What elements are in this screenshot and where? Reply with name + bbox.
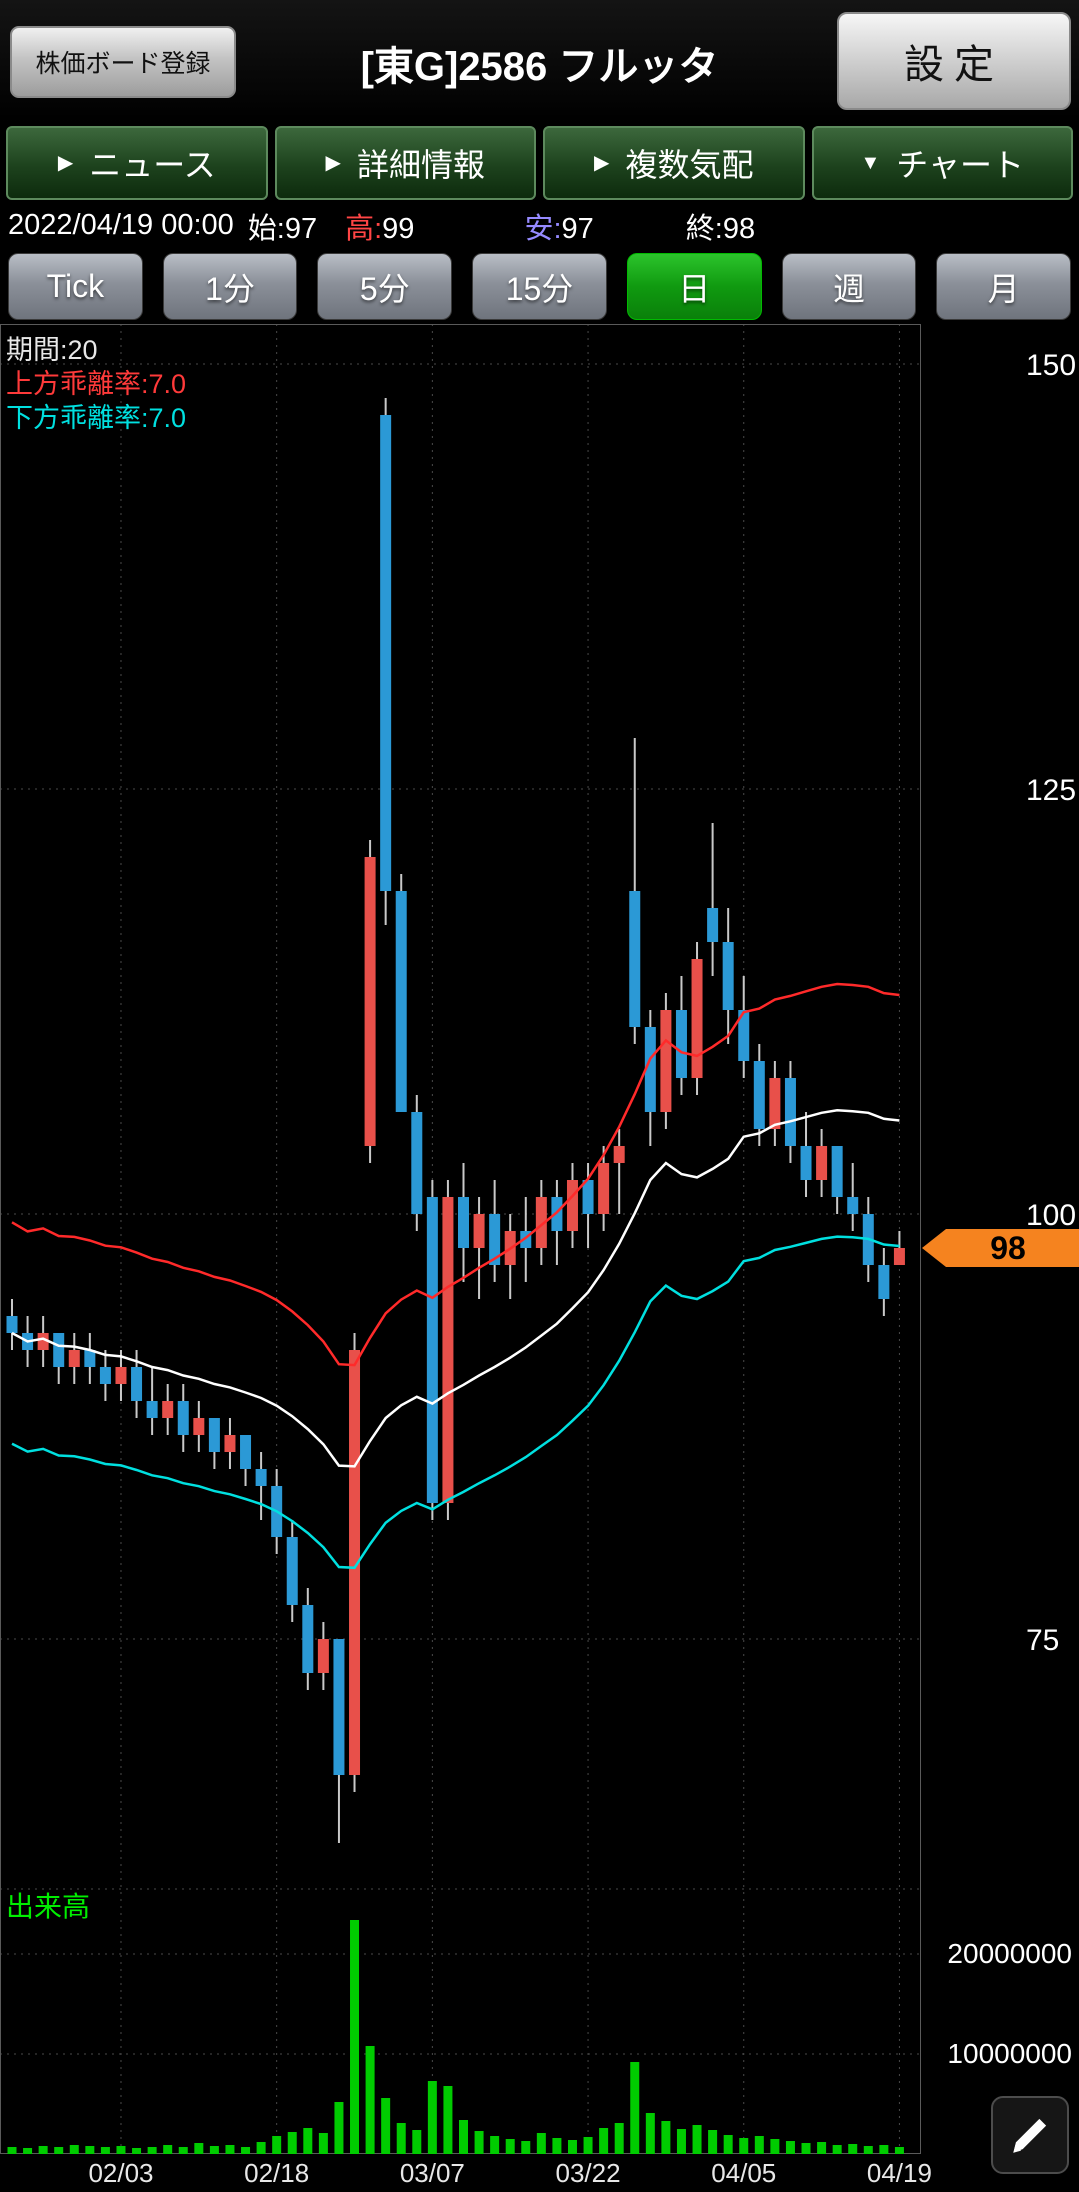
tf-tick-button[interactable]: Tick [8, 253, 143, 320]
tab-chart[interactable]: ▼ チャート [811, 126, 1073, 200]
open-value: 97 [284, 212, 318, 245]
triangle-right-icon: ▶ [325, 152, 341, 174]
tab-news[interactable]: ▶ ニュース [6, 126, 268, 200]
svg-text:04/19: 04/19 [867, 2158, 932, 2188]
title-bar: 株価ボード登録 [東G]2586 フルッタ 設定 [0, 0, 1079, 124]
page-title: [東G]2586 フルッタ [360, 45, 719, 89]
pencil-icon [1013, 2118, 1047, 2153]
last-price-value: 98 [990, 1230, 1026, 1266]
open-label: 始: [247, 212, 285, 245]
tf-5min-button[interactable]: 5分 [317, 253, 453, 320]
moving-average-line [11, 1109, 900, 1468]
triangle-right-icon: ▶ [57, 152, 74, 174]
tf-15min-button[interactable]: 15分 [472, 253, 607, 320]
indicator-upper-envelope-label: 上方乖離率:7.0 [6, 369, 187, 399]
close-label: 終: [685, 212, 723, 245]
quote-bar: 2022/04/19 00:00 始:97 高:99 安:97 終:98 [0, 202, 1079, 249]
draw-tool-button[interactable] [991, 2096, 1069, 2174]
tab-chart-label: チャート [896, 147, 1024, 183]
quote-high: 高:99 [345, 205, 414, 247]
svg-text:150: 150 [1026, 349, 1076, 382]
svg-text:125: 125 [1026, 774, 1076, 807]
svg-text:20000000: 20000000 [947, 1938, 1072, 1969]
triangle-down-icon: ▼ [860, 152, 881, 174]
high-label: 高: [345, 212, 383, 245]
tab-quote-label: 複数気配 [625, 147, 754, 183]
candles [6, 398, 905, 1843]
tab-detail-info[interactable]: ▶ 詳細情報 [274, 126, 536, 200]
triangle-right-icon: ▶ [594, 152, 610, 174]
high-value: 99 [382, 212, 415, 245]
indicator-lower-envelope-label: 下方乖離率:7.0 [6, 403, 187, 433]
quote-datetime: 2022/04/19 00:00 [8, 209, 234, 241]
tab-news-label: ニュース [89, 147, 216, 183]
upper-envelope-line [11, 982, 900, 1367]
svg-text:04/05: 04/05 [711, 2158, 776, 2188]
quote-open: 始:97 [248, 205, 317, 247]
timeframe-bar: Tick 1分 5分 15分 日 週 月 [0, 249, 1079, 324]
svg-text:75: 75 [1026, 1624, 1059, 1657]
candlestick-chart: 150 125 100 75 20000000 10000000 02/03 02/18 03/… [0, 324, 1079, 2188]
svg-text:02/03: 02/03 [88, 2158, 153, 2188]
svg-text:03/22: 03/22 [556, 2158, 621, 2188]
close-value: 98 [722, 212, 756, 245]
tf-day-button[interactable]: 日 [626, 253, 762, 320]
volume-pane-label: 出来高 [6, 1891, 90, 1922]
settings-button[interactable]: 設定 [837, 12, 1071, 110]
quote-close: 終:98 [686, 205, 755, 247]
chart-area: 150 125 100 75 20000000 10000000 02/03 02/18 03/… [0, 324, 1079, 2192]
low-value: 97 [561, 212, 594, 245]
tf-1min-button[interactable]: 1分 [162, 253, 298, 320]
nav-tabs: ▶ ニュース ▶ 詳細情報 ▶ 複数気配 ▼ チャート [0, 124, 1079, 202]
board-register-button[interactable]: 株価ボード登録 [10, 26, 236, 98]
tab-detail-label: 詳細情報 [356, 147, 485, 183]
last-price-tag [922, 1229, 1079, 1267]
tab-multi-quote[interactable]: ▶ 複数気配 [543, 126, 805, 200]
quote-low: 安:97 [524, 205, 593, 247]
tf-week-button[interactable]: 週 [781, 253, 917, 320]
svg-text:10000000: 10000000 [947, 2038, 1072, 2069]
volume-bars [7, 1920, 904, 2154]
lower-envelope-line [11, 1235, 900, 1570]
svg-text:03/07: 03/07 [400, 2158, 465, 2188]
svg-text:02/18: 02/18 [244, 2158, 309, 2188]
tf-month-button[interactable]: 月 [936, 253, 1072, 320]
svg-text:100: 100 [1026, 1199, 1076, 1232]
indicator-period-label: 期間:20 [6, 335, 98, 365]
low-label: 安: [524, 212, 562, 245]
